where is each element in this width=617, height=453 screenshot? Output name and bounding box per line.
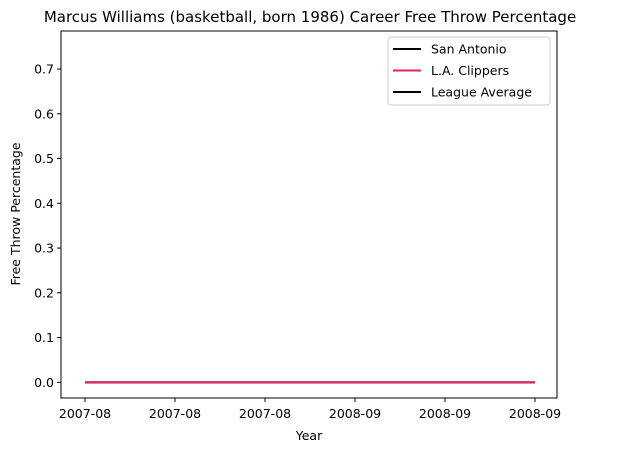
y-axis: 0.0 0.1 0.2 0.3 0.4 0.5 0.6 0.7 [34,62,61,390]
x-axis-label: Year [295,428,323,443]
axes-frame [60,30,558,399]
y-tick-label: 0.3 [34,241,54,256]
legend-entry: League Average [393,85,532,100]
legend-box [387,36,551,106]
y-tick-label: 0.1 [34,330,54,345]
x-tick-label: 2007-08 [239,406,291,421]
y-tick-label: 0.2 [34,285,54,300]
x-axis: 2007-08 2007-08 2007-08 2008-09 2008-09 2008-… [59,398,561,421]
y-axis-label: Free Throw Percentage [8,142,23,285]
legend-label: San Antonio [431,42,507,57]
y-tick-label: 0.6 [34,106,54,121]
x-tick-label: 2008-09 [329,406,381,421]
legend-label: L.A. Clippers [431,63,509,78]
chart-title: Marcus Williams (basketball, born 1986) … [44,8,576,26]
legend: San Antonio L.A. Clippers League Average [387,36,551,106]
y-tick-label: 0.7 [34,62,54,77]
legend-entry: L.A. Clippers [393,63,509,78]
y-tick-label: 0.4 [34,196,54,211]
y-tick-label: 0.5 [34,151,54,166]
x-tick-label: 2007-08 [149,406,201,421]
legend-label: League Average [431,85,532,100]
legend-entry: San Antonio [393,42,507,57]
x-tick-label: 2008-09 [509,406,561,421]
x-tick-label: 2007-08 [59,406,111,421]
x-tick-label: 2008-09 [419,406,471,421]
y-tick-label: 0.0 [34,375,54,390]
